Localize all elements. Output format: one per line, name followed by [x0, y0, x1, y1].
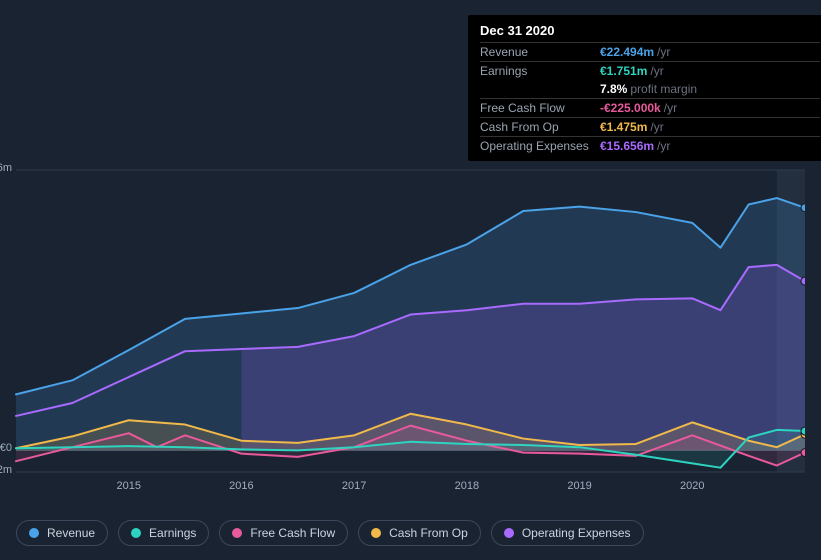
x-axis-tick-label: 2018: [455, 480, 479, 492]
x-axis-tick-label: 2017: [342, 480, 366, 492]
chart-plot[interactable]: [0, 0, 805, 497]
legend-swatch: [504, 528, 514, 538]
legend-label: Free Cash Flow: [250, 526, 335, 540]
legend-label: Cash From Op: [389, 526, 468, 540]
legend-swatch: [29, 528, 39, 538]
legend-item[interactable]: Operating Expenses: [491, 520, 644, 546]
chart-legend: Revenue Earnings Free Cash Flow Cash From O…: [16, 520, 644, 546]
legend-swatch: [131, 528, 141, 538]
legend-swatch: [232, 528, 242, 538]
legend-item[interactable]: Free Cash Flow: [219, 520, 348, 546]
legend-item[interactable]: Earnings: [118, 520, 209, 546]
legend-item[interactable]: Cash From Op: [358, 520, 481, 546]
y-axis-tick-label: -€2m: [0, 464, 12, 476]
legend-item[interactable]: Revenue: [16, 520, 108, 546]
financials-chart: Dec 31 2020 Revenue€22.494m/yrEarnings€1…: [0, 0, 821, 560]
y-axis-tick-label: €0: [0, 442, 12, 454]
x-axis-tick-label: 2019: [567, 480, 591, 492]
y-axis-tick-label: €26m: [0, 162, 12, 174]
legend-swatch: [371, 528, 381, 538]
legend-label: Operating Expenses: [522, 526, 631, 540]
legend-label: Revenue: [47, 526, 95, 540]
x-axis-tick-label: 2016: [229, 480, 253, 492]
x-axis-tick-label: 2015: [116, 480, 140, 492]
x-axis-tick-label: 2020: [680, 480, 704, 492]
legend-label: Earnings: [149, 526, 196, 540]
